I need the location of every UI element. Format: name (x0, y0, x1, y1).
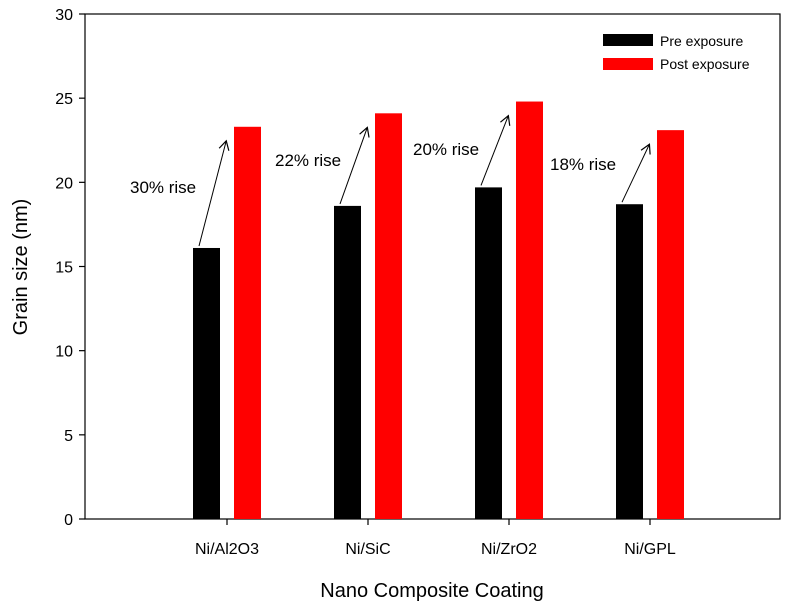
rise-arrow (339, 126, 370, 205)
bar-pre-exposure (616, 204, 643, 519)
y-tick-label: 25 (55, 91, 73, 108)
y-tick-label: 0 (64, 512, 73, 529)
legend-swatch-post-exposure (603, 58, 653, 70)
y-axis-tick-labels: 0 5 10 15 20 25 30 (55, 7, 73, 529)
rise-arrow (480, 114, 511, 186)
bar-post-exposure (657, 130, 684, 519)
x-axis-tick-labels: Ni/Al2O3 Ni/SiC Ni/ZrO2 Ni/GPL (195, 541, 676, 558)
bar-pre-exposure (334, 205, 361, 519)
y-tick-label: 20 (55, 175, 73, 192)
bar-pre-exposure (475, 187, 502, 519)
rise-annotation: 22% rise (275, 151, 341, 170)
y-tick-label: 30 (55, 7, 73, 24)
x-tick-label: Ni/SiC (345, 541, 390, 558)
x-tick-label: Ni/ZrO2 (481, 541, 537, 558)
y-axis-ticks (79, 13, 85, 520)
x-tick-label: Ni/GPL (624, 541, 676, 558)
rise-arrow (621, 143, 651, 203)
y-tick-label: 10 (55, 344, 73, 361)
y-axis-title: Grain size (nm) (10, 199, 32, 336)
legend: Pre exposure Post exposure (603, 33, 750, 72)
rise-annotation: 20% rise (413, 140, 479, 159)
rise-arrow (198, 139, 230, 247)
rise-annotation: 30% rise (130, 178, 196, 197)
annotations: 30% rise 22% rise 20% rise 18% rise (130, 114, 651, 247)
bar-post-exposure (516, 101, 543, 520)
y-tick-label: 15 (55, 260, 73, 277)
y-tick-label: 5 (64, 428, 73, 445)
legend-swatch-pre-exposure (603, 34, 653, 46)
legend-label-pre-exposure: Pre exposure (660, 33, 743, 49)
bar-post-exposure (375, 113, 402, 520)
bar-pre-exposure (193, 247, 220, 519)
x-axis-ticks (226, 519, 651, 525)
x-axis-title: Nano Composite Coating (320, 580, 543, 602)
bars (193, 101, 684, 520)
x-tick-label: Ni/Al2O3 (195, 541, 259, 558)
legend-label-post-exposure: Post exposure (660, 56, 750, 72)
rise-annotation: 18% rise (550, 155, 616, 174)
bar-post-exposure (234, 126, 261, 520)
